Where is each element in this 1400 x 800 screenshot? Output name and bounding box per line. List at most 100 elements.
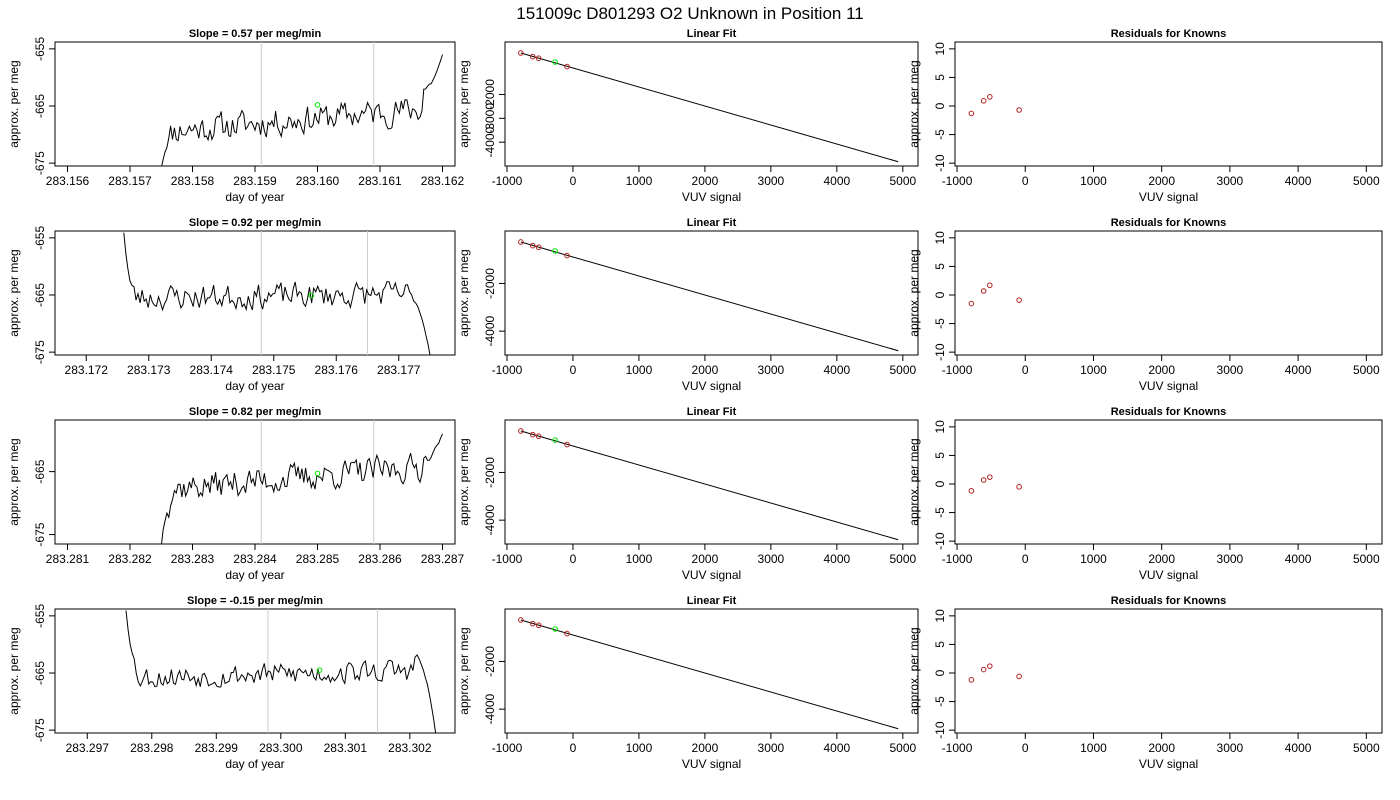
x-tick-label: 2000 [1148, 552, 1175, 566]
y-tick-label: -4000 [483, 693, 497, 724]
x-axis-label: VUV signal [1139, 568, 1198, 582]
x-tick-label: 5000 [1353, 552, 1380, 566]
y-tick-label: -675 [33, 718, 47, 742]
x-tick-label: 283.287 [421, 552, 465, 566]
x-tick-label: -1000 [942, 552, 973, 566]
plot-frame [504, 419, 919, 545]
x-tick-label: 2000 [1148, 174, 1175, 188]
x-tick-label: 4000 [823, 174, 850, 188]
y-tick-label: -665 [33, 661, 47, 685]
x-tick-label: 5000 [889, 363, 916, 377]
y-tick-label: -665 [33, 459, 47, 483]
y-tick-label: 10 [933, 609, 947, 623]
y-axis-label: approx. per meg [457, 249, 471, 336]
x-tick-label: 2000 [692, 363, 719, 377]
plot-marks [161, 42, 443, 166]
plot-frame [54, 419, 456, 545]
y-tick-label: -3000 [483, 103, 497, 134]
x-tick-label: 283.158 [171, 174, 215, 188]
data-trace [161, 54, 443, 166]
x-axis-label: VUV signal [1139, 757, 1198, 771]
panel-title: Slope = 0.57 per meg/min [189, 28, 322, 40]
panel-title: Slope = -0.15 per meg/min [187, 595, 323, 607]
x-tick-label: 3000 [1217, 363, 1244, 377]
residual-point [980, 288, 987, 294]
residual-point [986, 94, 993, 100]
x-tick-label: 5000 [1353, 363, 1380, 377]
x-axis-label: day of year [225, 190, 284, 204]
data-trace [161, 433, 443, 544]
residual-point [1016, 297, 1022, 303]
x-tick-label: 283.160 [296, 174, 340, 188]
x-tick-label: 283.286 [358, 552, 402, 566]
x-tick-label: 283.283 [171, 552, 215, 566]
x-tick-label: 1000 [626, 741, 653, 755]
x-tick-label: 5000 [1353, 741, 1380, 755]
x-tick-label: 283.159 [233, 174, 277, 188]
panel-title: Residuals for Knowns [1111, 28, 1227, 40]
x-tick-label: 283.173 [127, 363, 171, 377]
chart-panel-6: Residuals for Knowns -1000 0 1000 2000 3000 40… [907, 217, 1383, 393]
plot-marks [125, 609, 437, 733]
x-axis-label: day of year [225, 568, 284, 582]
x-tick-label: 283.175 [252, 363, 296, 377]
y-tick-label: 5 [933, 74, 947, 81]
known-point [518, 50, 524, 56]
residual-point [980, 477, 987, 483]
chart-panel-12: Residuals for Knowns -1000 0 1000 2000 3000 40… [907, 595, 1383, 771]
y-tick-label: -675 [33, 151, 47, 175]
chart-panel-11: Linear Fit -1000 0 1000 2000 3000 4000 5000 -200… [457, 595, 919, 771]
x-tick-label: 4000 [823, 363, 850, 377]
x-tick-label: 283.177 [377, 363, 421, 377]
x-tick-label: 283.176 [315, 363, 359, 377]
plot-frame [504, 41, 919, 167]
x-tick-label: 3000 [1217, 552, 1244, 566]
known-point [529, 53, 536, 60]
data-trace [125, 610, 437, 733]
y-tick-label: -665 [33, 283, 47, 307]
x-tick-label: -1000 [942, 363, 973, 377]
y-tick-label: 0 [933, 669, 947, 676]
unknown-marker [308, 292, 315, 299]
x-tick-label: 283.157 [108, 174, 152, 188]
x-tick-label: 283.162 [421, 174, 465, 188]
x-tick-label: 283.301 [324, 741, 368, 755]
y-tick-label: -655 [33, 226, 47, 250]
x-tick-label: 1000 [626, 552, 653, 566]
chart-panel-7: Slope = 0.82 per meg/min 283.281 283.282 28… [7, 406, 465, 582]
x-tick-label: 4000 [1285, 363, 1312, 377]
fit-line [520, 52, 899, 163]
y-axis-label: approx. per meg [907, 249, 921, 336]
unknown-point [552, 437, 558, 443]
unknown-point [552, 626, 558, 632]
plot-marks [123, 231, 431, 355]
y-axis-label: approx. per meg [907, 627, 921, 714]
y-tick-label: 0 [933, 291, 947, 298]
y-tick-label: -4000 [483, 315, 497, 346]
x-tick-label: 1000 [1080, 741, 1107, 755]
known-point [518, 428, 524, 434]
y-axis-label: approx. per meg [907, 438, 921, 525]
x-tick-label: -1000 [492, 174, 523, 188]
x-tick-label: 4000 [1285, 741, 1312, 755]
residual-point [1016, 673, 1022, 680]
y-tick-label: 5 [933, 263, 947, 270]
y-axis-label: approx. per meg [7, 627, 21, 714]
x-tick-label: 1000 [1080, 552, 1107, 566]
figure-title: 151009c D801293 O2 Unknown in Position 1… [516, 4, 863, 23]
plot-marks [518, 50, 899, 163]
x-tick-label: -1000 [492, 741, 523, 755]
y-tick-label: -10 [933, 343, 947, 361]
x-axis-label: VUV signal [1139, 190, 1198, 204]
x-tick-label: 1000 [626, 363, 653, 377]
x-tick-label: 0 [570, 174, 577, 188]
x-tick-label: 283.285 [296, 552, 340, 566]
y-tick-label: -675 [33, 522, 47, 546]
fit-line [520, 619, 899, 730]
fit-line [520, 241, 899, 352]
y-axis-label: approx. per meg [7, 249, 21, 336]
x-axis-label: VUV signal [682, 568, 741, 582]
x-tick-label: 3000 [758, 552, 785, 566]
known-point [535, 622, 542, 629]
